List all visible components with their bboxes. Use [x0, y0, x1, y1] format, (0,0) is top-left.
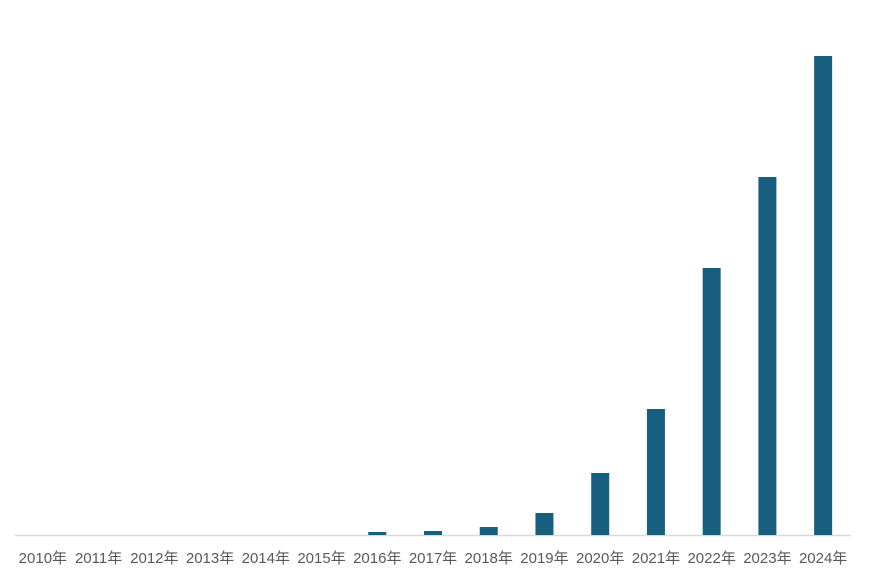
bar: [702, 268, 721, 535]
x-tick-label: 2013年: [186, 550, 234, 567]
bar: [535, 513, 554, 535]
x-tick-label: 2020年: [576, 550, 624, 567]
x-tick-label: 2010年: [19, 550, 67, 567]
x-tick-label: 2023年: [743, 550, 791, 567]
x-tick-label: 2014年: [242, 550, 290, 567]
x-tick-label: 2019年: [520, 550, 568, 567]
bar: [424, 531, 442, 535]
bar: [646, 409, 665, 535]
bar: [591, 473, 610, 535]
x-tick-label: 2021年: [632, 550, 680, 567]
x-tick-label: 2012年: [130, 550, 178, 567]
bar: [758, 177, 777, 535]
x-tick-label: 2018年: [465, 550, 513, 567]
x-tick-label: 2015年: [297, 550, 345, 567]
x-tick-label: 2016年: [353, 550, 401, 567]
bar: [479, 527, 498, 535]
x-tick-label: 2024年: [799, 550, 847, 567]
x-tick-label: 2022年: [687, 550, 735, 567]
x-tick-label: 2017年: [409, 550, 457, 567]
bar: [368, 532, 387, 535]
bar: [814, 56, 833, 535]
x-tick-label: 2011年: [75, 550, 122, 567]
